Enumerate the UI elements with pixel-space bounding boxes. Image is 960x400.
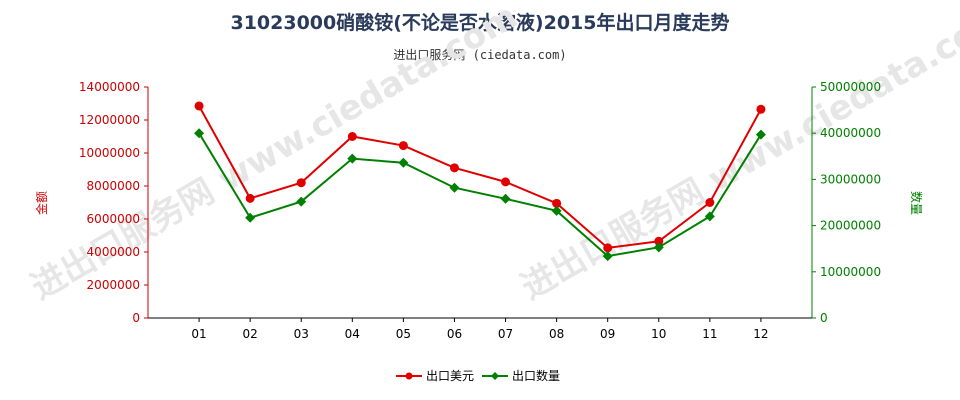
series1-point[interactable] xyxy=(245,193,255,203)
series1-point[interactable] xyxy=(501,177,511,187)
x-tick-label: 01 xyxy=(191,327,206,341)
left-tick-label: 4000000 xyxy=(87,245,140,259)
legend-label-series2: 出口数量 xyxy=(512,368,560,383)
left-tick-label: 2000000 xyxy=(87,278,140,292)
series2-point[interactable] xyxy=(296,196,307,207)
right-tick-label: 0 xyxy=(820,311,828,325)
x-tick-label: 07 xyxy=(498,327,513,341)
left-tick-label: 14000000 xyxy=(79,80,140,94)
legend-label-series1: 出口美元 xyxy=(426,369,474,383)
series2-point[interactable] xyxy=(245,212,256,223)
x-tick-label: 09 xyxy=(600,327,615,341)
left-tick-label: 8000000 xyxy=(87,179,140,193)
series1-point[interactable] xyxy=(194,101,204,111)
left-tick-label: 0 xyxy=(132,311,140,325)
legend-marker-series1 xyxy=(405,372,413,380)
legend-marker-series2 xyxy=(491,372,499,380)
legend: 出口美元 出口数量 xyxy=(396,368,560,383)
series2-point[interactable] xyxy=(398,157,409,168)
x-tick-label: 02 xyxy=(243,327,258,341)
left-tick-label: 10000000 xyxy=(79,146,140,160)
right-tick-label: 10000000 xyxy=(820,265,881,279)
chart-title: 31023000硝酸铵(不论是否水溶液)2015年出口月度走势 xyxy=(230,12,730,34)
chart-subtitle: 进出口服务网 (ciedata.com) xyxy=(393,48,567,62)
series2-point[interactable] xyxy=(347,153,358,164)
left-tick-label: 12000000 xyxy=(79,113,140,127)
x-tick-label: 05 xyxy=(396,327,411,341)
x-tick-label: 11 xyxy=(702,327,717,341)
series1-point[interactable] xyxy=(552,198,562,208)
x-tick-label: 03 xyxy=(294,327,309,341)
series2-point[interactable] xyxy=(194,128,205,139)
x-tick-label: 06 xyxy=(447,327,462,341)
series2-point[interactable] xyxy=(602,251,613,262)
right-tick-label: 20000000 xyxy=(820,219,881,233)
right-tick-label: 50000000 xyxy=(820,80,881,94)
series1-point[interactable] xyxy=(654,236,664,246)
series-line-1 xyxy=(198,105,762,249)
right-tick-label: 30000000 xyxy=(820,172,881,186)
right-tick-label: 40000000 xyxy=(820,126,881,140)
series2-point[interactable] xyxy=(653,242,664,253)
series2-point[interactable] xyxy=(755,129,766,140)
series1-point[interactable] xyxy=(296,178,306,188)
series1-point[interactable] xyxy=(449,163,459,173)
x-tick-label: 04 xyxy=(345,327,360,341)
legend-item-series1[interactable]: 出口美元 xyxy=(396,369,474,383)
series1-point[interactable] xyxy=(603,243,613,253)
series1-point[interactable] xyxy=(347,132,357,141)
series2-point[interactable] xyxy=(551,205,562,216)
series-line-2 xyxy=(198,132,762,258)
series2-point[interactable] xyxy=(500,193,511,204)
series2-point[interactable] xyxy=(704,211,715,222)
right-axis-label: 数量 xyxy=(909,191,924,215)
series2-point[interactable] xyxy=(449,182,460,193)
legend-item-series2[interactable]: 出口数量 xyxy=(482,368,560,383)
x-tick-label: 10 xyxy=(651,327,666,341)
x-tick-label: 12 xyxy=(753,327,768,341)
left-tick-label: 6000000 xyxy=(87,212,140,226)
series1-point[interactable] xyxy=(756,104,766,114)
x-tick-label: 08 xyxy=(549,327,564,341)
series1-point[interactable] xyxy=(398,141,408,151)
series1-point[interactable] xyxy=(705,198,715,207)
left-axis-label: 金额 xyxy=(34,191,49,215)
